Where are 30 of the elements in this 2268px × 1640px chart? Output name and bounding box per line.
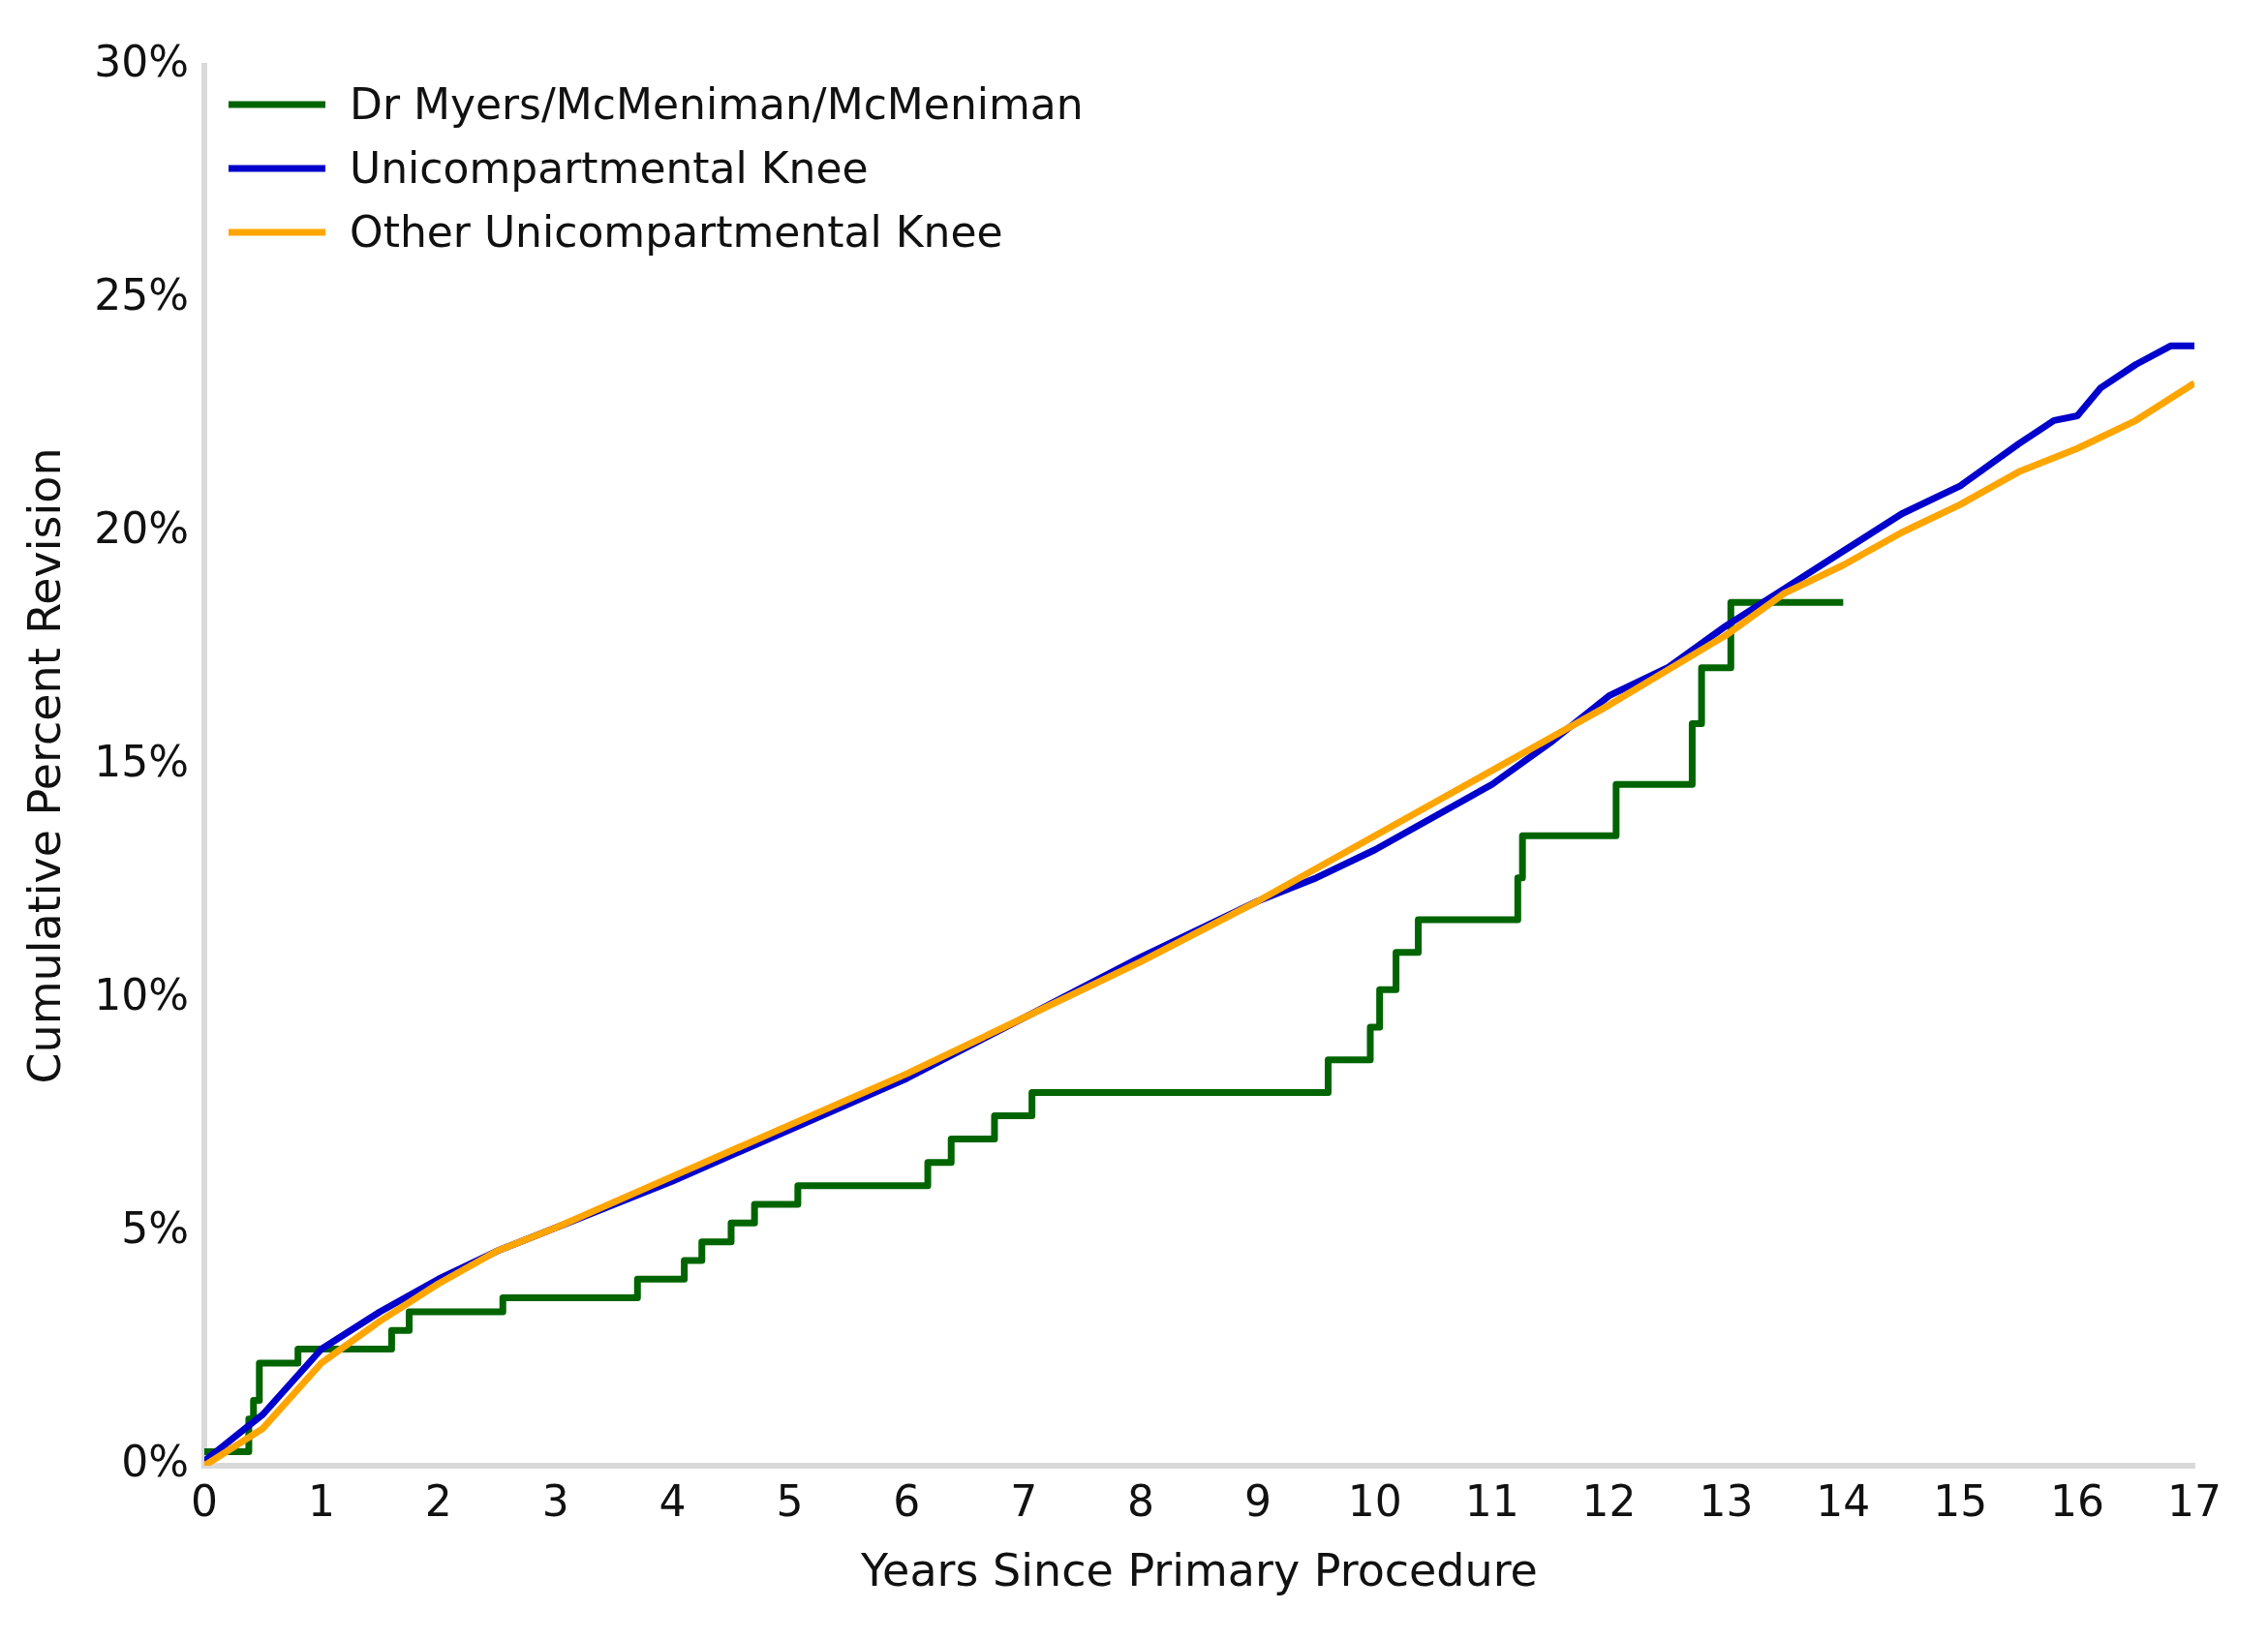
x-tick-label: 12 xyxy=(1581,1475,1637,1526)
y-tick-label: 30% xyxy=(94,37,189,87)
x-tick-label: 17 xyxy=(2167,1475,2222,1526)
y-tick-label: 10% xyxy=(94,970,189,1020)
x-tick-label: 7 xyxy=(1010,1475,1038,1526)
x-axis-title: Years Since Primary Procedure xyxy=(860,1544,1538,1597)
legend-label: Other Unicompartmental Knee xyxy=(350,207,1003,258)
y-tick-label: 25% xyxy=(94,270,189,320)
x-tick-label: 3 xyxy=(541,1475,569,1526)
x-tick-label: 4 xyxy=(659,1475,687,1526)
x-tick-label: 10 xyxy=(1347,1475,1402,1526)
x-tick-label: 8 xyxy=(1127,1475,1155,1526)
x-tick-label: 13 xyxy=(1699,1475,1754,1526)
x-tick-label: 15 xyxy=(1933,1475,1988,1526)
x-tick-label: 5 xyxy=(776,1475,804,1526)
x-tick-label: 6 xyxy=(893,1475,921,1526)
y-tick-label: 5% xyxy=(121,1203,189,1254)
x-tick-label: 9 xyxy=(1243,1475,1272,1526)
y-tick-label: 15% xyxy=(94,737,189,787)
x-tick-label: 2 xyxy=(424,1475,452,1526)
y-tick-label: 20% xyxy=(94,503,189,554)
x-tick-label: 14 xyxy=(1816,1475,1871,1526)
y-axis-title: Cumulative Percent Revision xyxy=(17,447,71,1084)
x-tick-label: 0 xyxy=(191,1475,218,1526)
x-tick-label: 16 xyxy=(2050,1475,2105,1526)
x-tick-label: 11 xyxy=(1464,1475,1519,1526)
legend-label: Unicompartmental Knee xyxy=(350,143,869,194)
legend-label: Dr Myers/McMeniman/McMeniman xyxy=(350,79,1084,130)
y-tick-label: 0% xyxy=(121,1437,189,1487)
x-tick-label: 1 xyxy=(307,1475,335,1526)
